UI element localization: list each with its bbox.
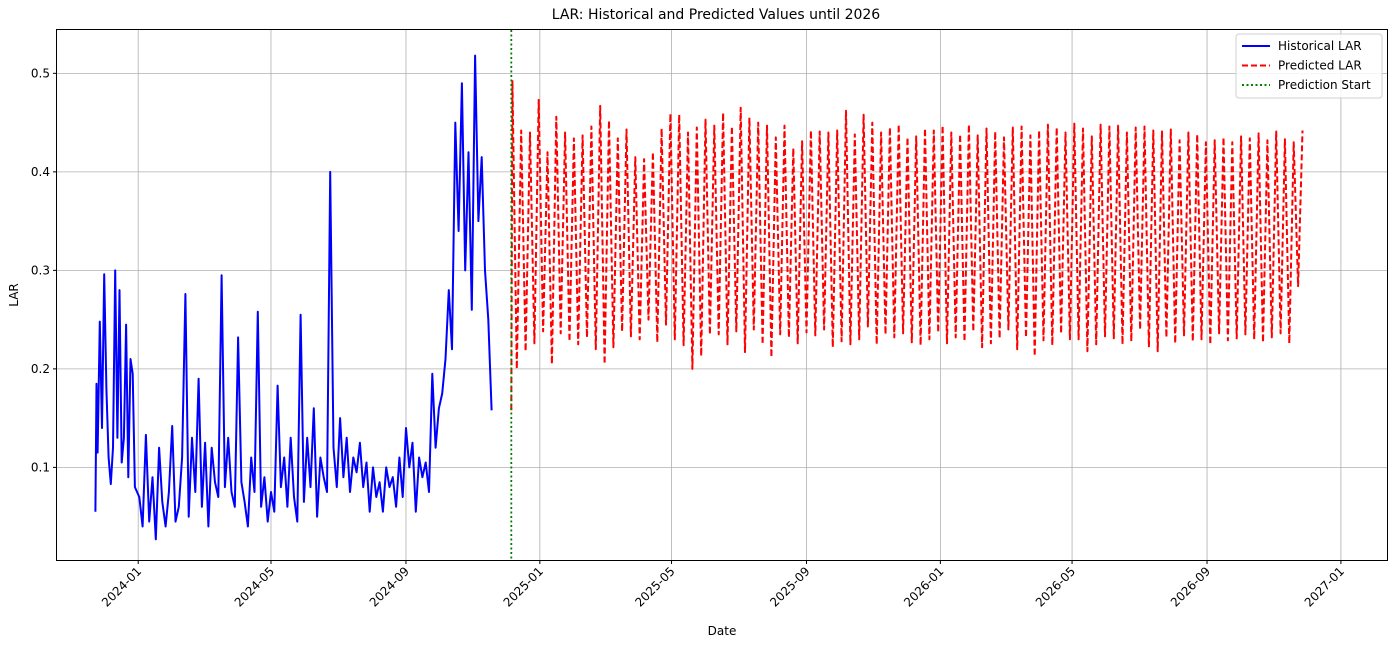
y-tick-label: 0.5 bbox=[31, 66, 50, 80]
grid-lines bbox=[57, 30, 1387, 560]
x-tick-label: 2026-01 bbox=[901, 564, 946, 609]
y-tick-label: 0.2 bbox=[31, 362, 50, 376]
chart-title: LAR: Historical and Predicted Values unt… bbox=[552, 7, 881, 23]
legend-label: Predicted LAR bbox=[1278, 59, 1362, 73]
y-tick-label: 0.4 bbox=[31, 165, 50, 179]
x-tick-label: 2025-09 bbox=[767, 564, 812, 609]
x-tick-label: 2026-05 bbox=[1033, 564, 1078, 609]
y-axis-label: LAR bbox=[7, 283, 21, 307]
predicted-lar-line bbox=[510, 79, 1304, 411]
x-tick-label: 2027-01 bbox=[1302, 564, 1347, 609]
x-tick-label: 2025-01 bbox=[501, 564, 546, 609]
x-tick-label: 2026-09 bbox=[1168, 564, 1213, 609]
legend-label: Prediction Start bbox=[1278, 78, 1371, 92]
x-tick-label: 2024-09 bbox=[367, 564, 412, 609]
x-axis-ticks: 2024-01 2024-05 2024-09 2025-01 2025-05 2025-… bbox=[99, 560, 1347, 610]
x-tick-label: 2024-01 bbox=[99, 564, 144, 609]
legend-box bbox=[1235, 33, 1383, 99]
y-axis-ticks: 0.1 0.2 0.3 0.4 0.5 bbox=[31, 66, 57, 474]
plot-frame bbox=[56, 29, 1388, 561]
y-tick-label: 0.3 bbox=[31, 263, 50, 277]
x-tick-label: 2024-05 bbox=[232, 564, 277, 609]
legend: Historical LAR Predicted LAR Prediction St… bbox=[1235, 33, 1383, 99]
x-tick-label: 2025-05 bbox=[632, 564, 677, 609]
historical-lar-line bbox=[94, 54, 493, 541]
series-layer bbox=[94, 30, 1304, 560]
legend-label: Historical LAR bbox=[1278, 39, 1362, 53]
x-axis-label: Date bbox=[708, 624, 737, 638]
y-tick-label: 0.1 bbox=[31, 460, 50, 474]
